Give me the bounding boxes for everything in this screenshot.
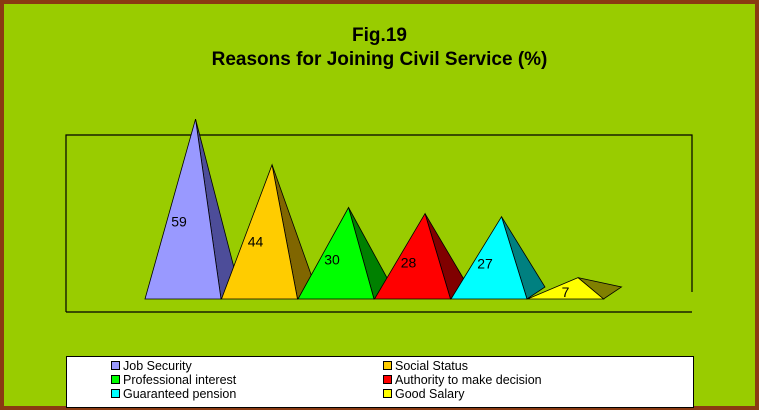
- data-label: 27: [477, 256, 493, 272]
- pyramid-front-face: [373, 212, 452, 300]
- pyramid-front-face: [450, 215, 528, 300]
- legend-label: Good Salary: [395, 387, 465, 401]
- legend-swatch: [383, 361, 392, 370]
- legend-item: Authority to make decision: [383, 374, 542, 387]
- legend-swatch: [383, 375, 392, 384]
- chart-subtitle: Reasons for Joining Civil Service (%): [211, 49, 548, 70]
- legend-swatch: [111, 361, 120, 370]
- legend-item: Social Status: [383, 360, 468, 373]
- data-label: 28: [401, 254, 417, 270]
- legend-swatch: [111, 389, 120, 398]
- legend-item: Job Security: [111, 360, 192, 373]
- data-label: 59: [171, 214, 187, 230]
- data-label: 30: [324, 252, 340, 268]
- data-label: 44: [248, 233, 264, 249]
- pyramid-front-face: [220, 163, 298, 300]
- legend-item: Professional interest: [111, 374, 236, 387]
- pyramid-front-face: [527, 277, 605, 300]
- pyramid-front-face: [297, 206, 375, 300]
- legend: Job Security Social Status Professional in…: [66, 356, 694, 408]
- data-label: 7: [562, 284, 570, 300]
- plot-area-frame: [65, 134, 693, 313]
- legend-swatch: [383, 389, 392, 398]
- chart-title-block: Fig.19 Reasons for Joining Civil Service…: [0, 24, 759, 72]
- pyramid-series: 59 44 30 28 27 7: [144, 118, 623, 300]
- legend-label: Authority to make decision: [395, 373, 542, 387]
- plot-back-wall: [65, 134, 693, 312]
- legend-label: Guaranteed pension: [123, 387, 237, 401]
- legend-item: Guaranteed pension: [111, 388, 236, 401]
- legend-item: Good Salary: [383, 388, 464, 401]
- legend-label: Professional interest: [123, 373, 237, 387]
- chart-background: [4, 4, 755, 406]
- legend-label: Social Status: [395, 359, 468, 373]
- legend-label: Job Security: [123, 359, 192, 373]
- chart-title: Fig.19: [352, 25, 407, 46]
- pyramid-front-face: [144, 118, 222, 300]
- legend-swatch: [111, 375, 120, 384]
